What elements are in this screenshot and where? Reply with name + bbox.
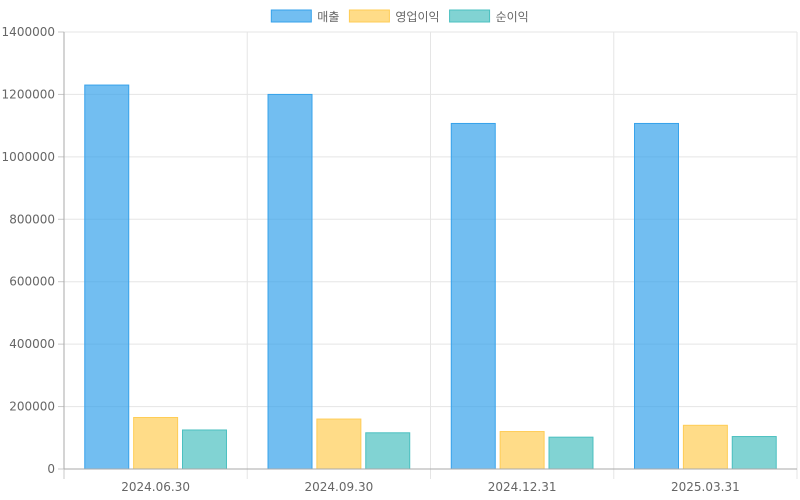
y-tick-label: 400000 <box>9 337 55 351</box>
bar-1-2 <box>267 93 313 470</box>
tick-labels: 0 200000 400000 600000 800000 1000000 1200000 1… <box>2 25 740 494</box>
legend-swatch <box>270 9 312 23</box>
bars <box>84 84 777 470</box>
bar-1-1 <box>84 84 130 470</box>
y-tick-label: 0 <box>47 462 55 476</box>
y-tick-label: 200000 <box>9 400 55 414</box>
bar-3-3 <box>548 436 594 470</box>
x-tick-label: 2025.03.31 <box>671 480 740 494</box>
bar-2-4 <box>682 424 728 470</box>
y-tick-label: 800000 <box>9 212 55 226</box>
y-tick-label: 600000 <box>9 275 55 289</box>
legend-label: 매출 <box>317 10 339 24</box>
x-tick-label: 2024.06.30 <box>121 480 190 494</box>
y-tick-label: 1000000 <box>2 150 55 164</box>
legend-label: 영업이익 <box>395 10 439 24</box>
bar-2-3 <box>499 431 545 470</box>
x-tick-label: 2024.09.30 <box>305 480 374 494</box>
axes <box>58 31 798 479</box>
legend-swatch <box>348 9 390 23</box>
bar-1-4 <box>634 122 679 470</box>
legend-item-2: 영업이익 <box>348 9 440 24</box>
y-tick-label: 1400000 <box>2 25 55 39</box>
y-tick-label: 1200000 <box>2 87 55 101</box>
bar-1-3 <box>450 122 496 470</box>
bar-3-2 <box>365 432 411 470</box>
legend-item-1: 매출 <box>270 9 339 24</box>
bar-2-1 <box>133 416 179 470</box>
legend-item-3: 순이익 <box>449 9 529 24</box>
bar-2-2 <box>316 418 362 470</box>
grid <box>64 31 798 469</box>
x-tick-label: 2024.12.31 <box>488 480 557 494</box>
bar-3-1 <box>182 429 227 470</box>
legend-label: 순이익 <box>496 10 529 24</box>
legend: 매출 영업이익 순이익 <box>270 9 529 24</box>
bar-3-4 <box>731 436 777 470</box>
legend-swatch <box>449 9 491 23</box>
